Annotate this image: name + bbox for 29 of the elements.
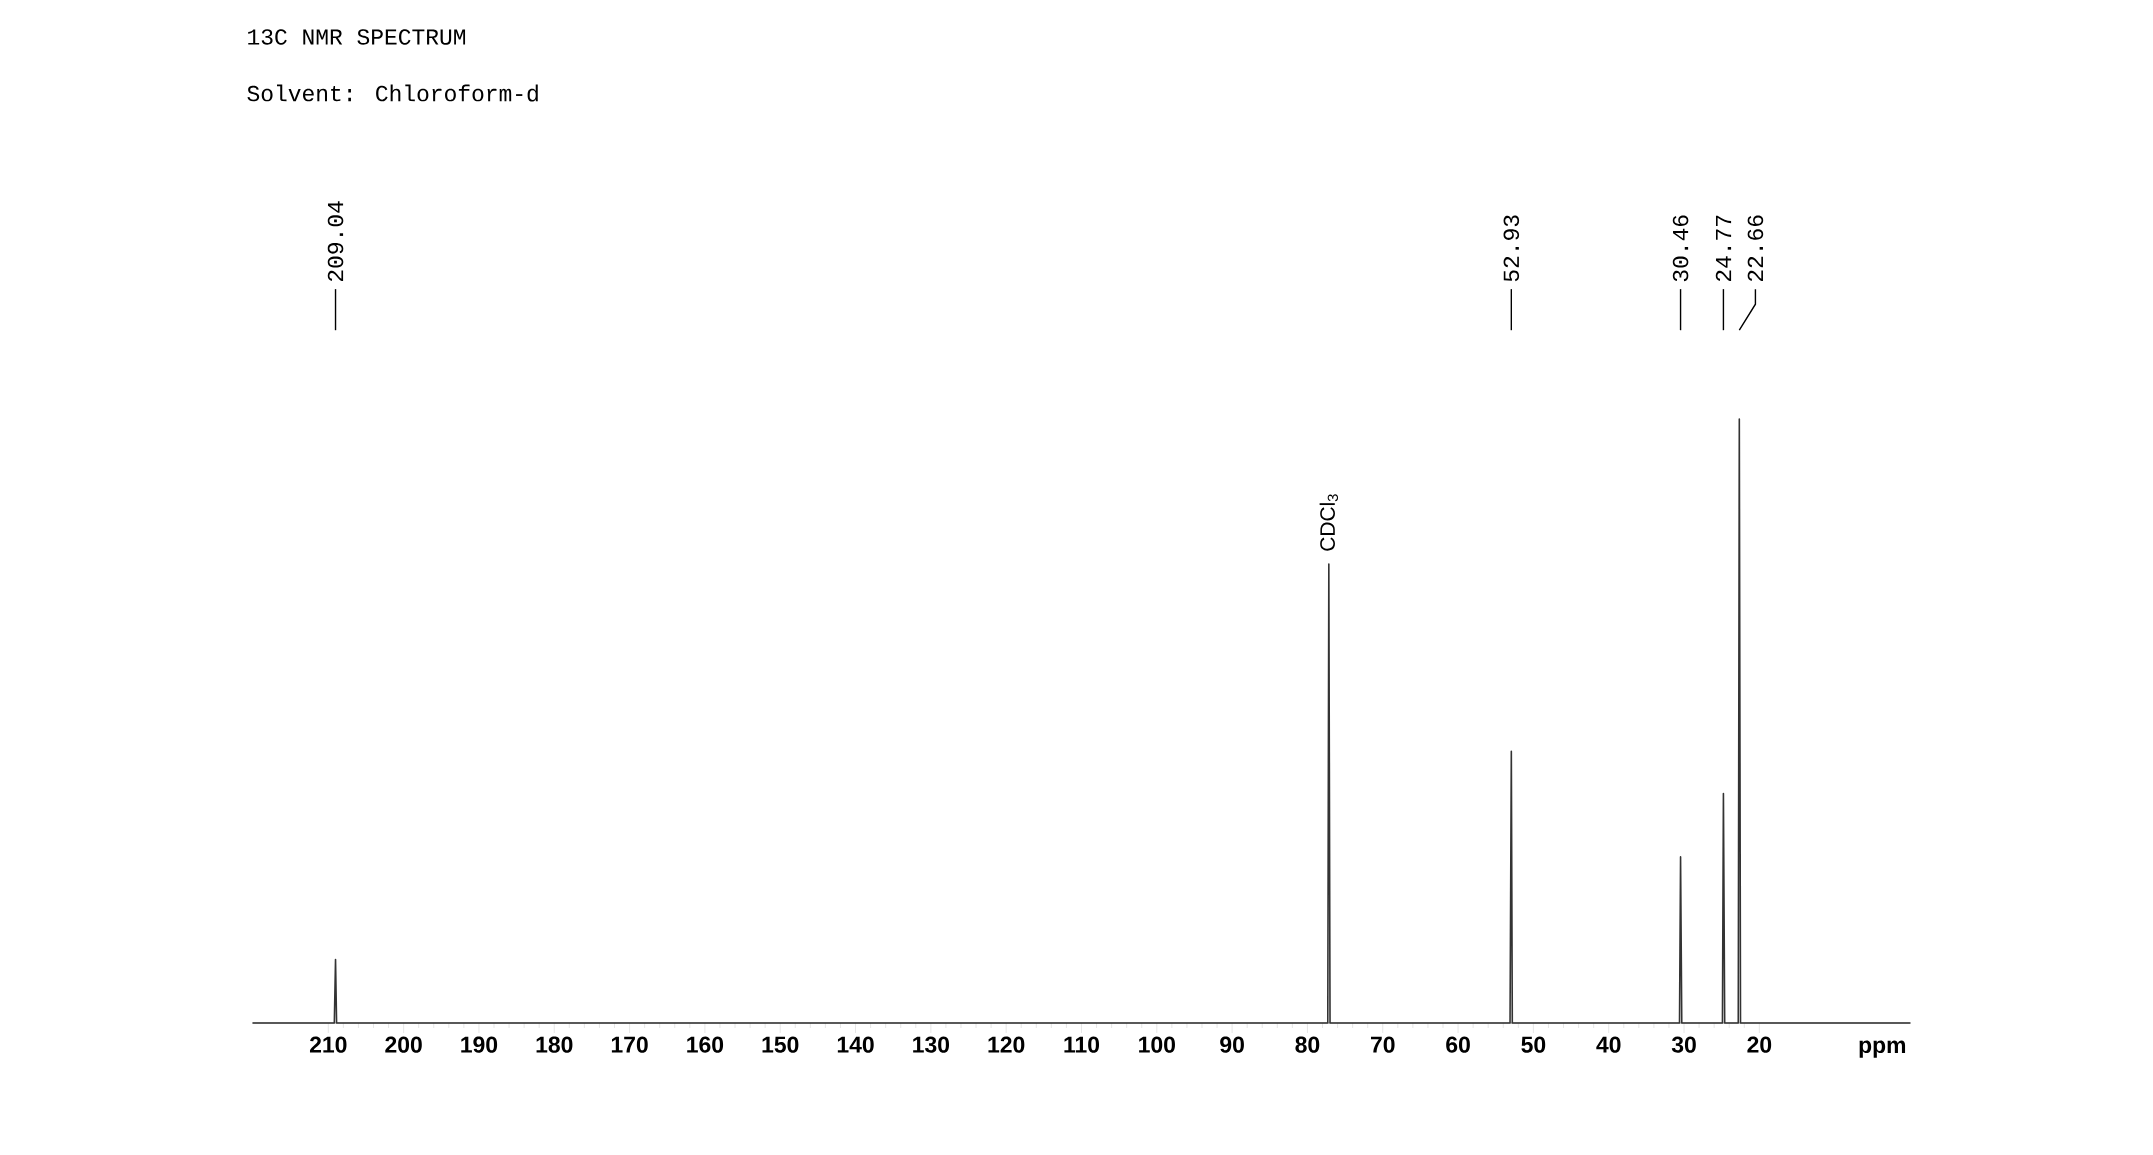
x-tick-label: 200 — [385, 1036, 422, 1053]
x-tick-label: 150 — [762, 1036, 799, 1053]
x-tick-label: 60 — [1446, 1036, 1470, 1053]
x-tick-label: 90 — [1220, 1036, 1244, 1053]
x-tick-label: 120 — [988, 1036, 1025, 1053]
x-tick-label: 140 — [837, 1036, 874, 1053]
x-axis-title: ppm — [1859, 1040, 1906, 1058]
chart-subtitle: Solvent: Chloroform-d — [247, 84, 538, 102]
chart-title: 13C NMR SPECTRUM — [248, 29, 466, 45]
annotation: 22.66 — [1747, 215, 1764, 282]
annotation: 30.46 — [1672, 215, 1689, 282]
x-tick-label: 20 — [1747, 1036, 1772, 1053]
x-tick-label: 50 — [1521, 1036, 1546, 1053]
x-tick-label: 170 — [611, 1036, 648, 1053]
x-tick-label: 180 — [536, 1036, 573, 1053]
x-tick-label: 110 — [1064, 1036, 1100, 1053]
x-tick-label: 210 — [309, 1036, 347, 1053]
x-tick-label: 70 — [1371, 1036, 1395, 1053]
annotation: 24.77 — [1715, 215, 1732, 282]
annotation: 209.04 — [327, 201, 344, 282]
x-tick-label: 30 — [1671, 1036, 1696, 1053]
x-tick-label: 190 — [461, 1036, 498, 1053]
x-tick-label: 40 — [1596, 1036, 1621, 1053]
annotation: 52.93 — [1503, 215, 1520, 282]
x-tick-label: 130 — [913, 1036, 950, 1053]
annotation: CDCl$_{3}$ — [1319, 494, 1339, 551]
x-tick-label: 160 — [687, 1036, 724, 1053]
x-tick-label: 80 — [1295, 1036, 1320, 1053]
x-tick-label: 100 — [1139, 1036, 1175, 1053]
